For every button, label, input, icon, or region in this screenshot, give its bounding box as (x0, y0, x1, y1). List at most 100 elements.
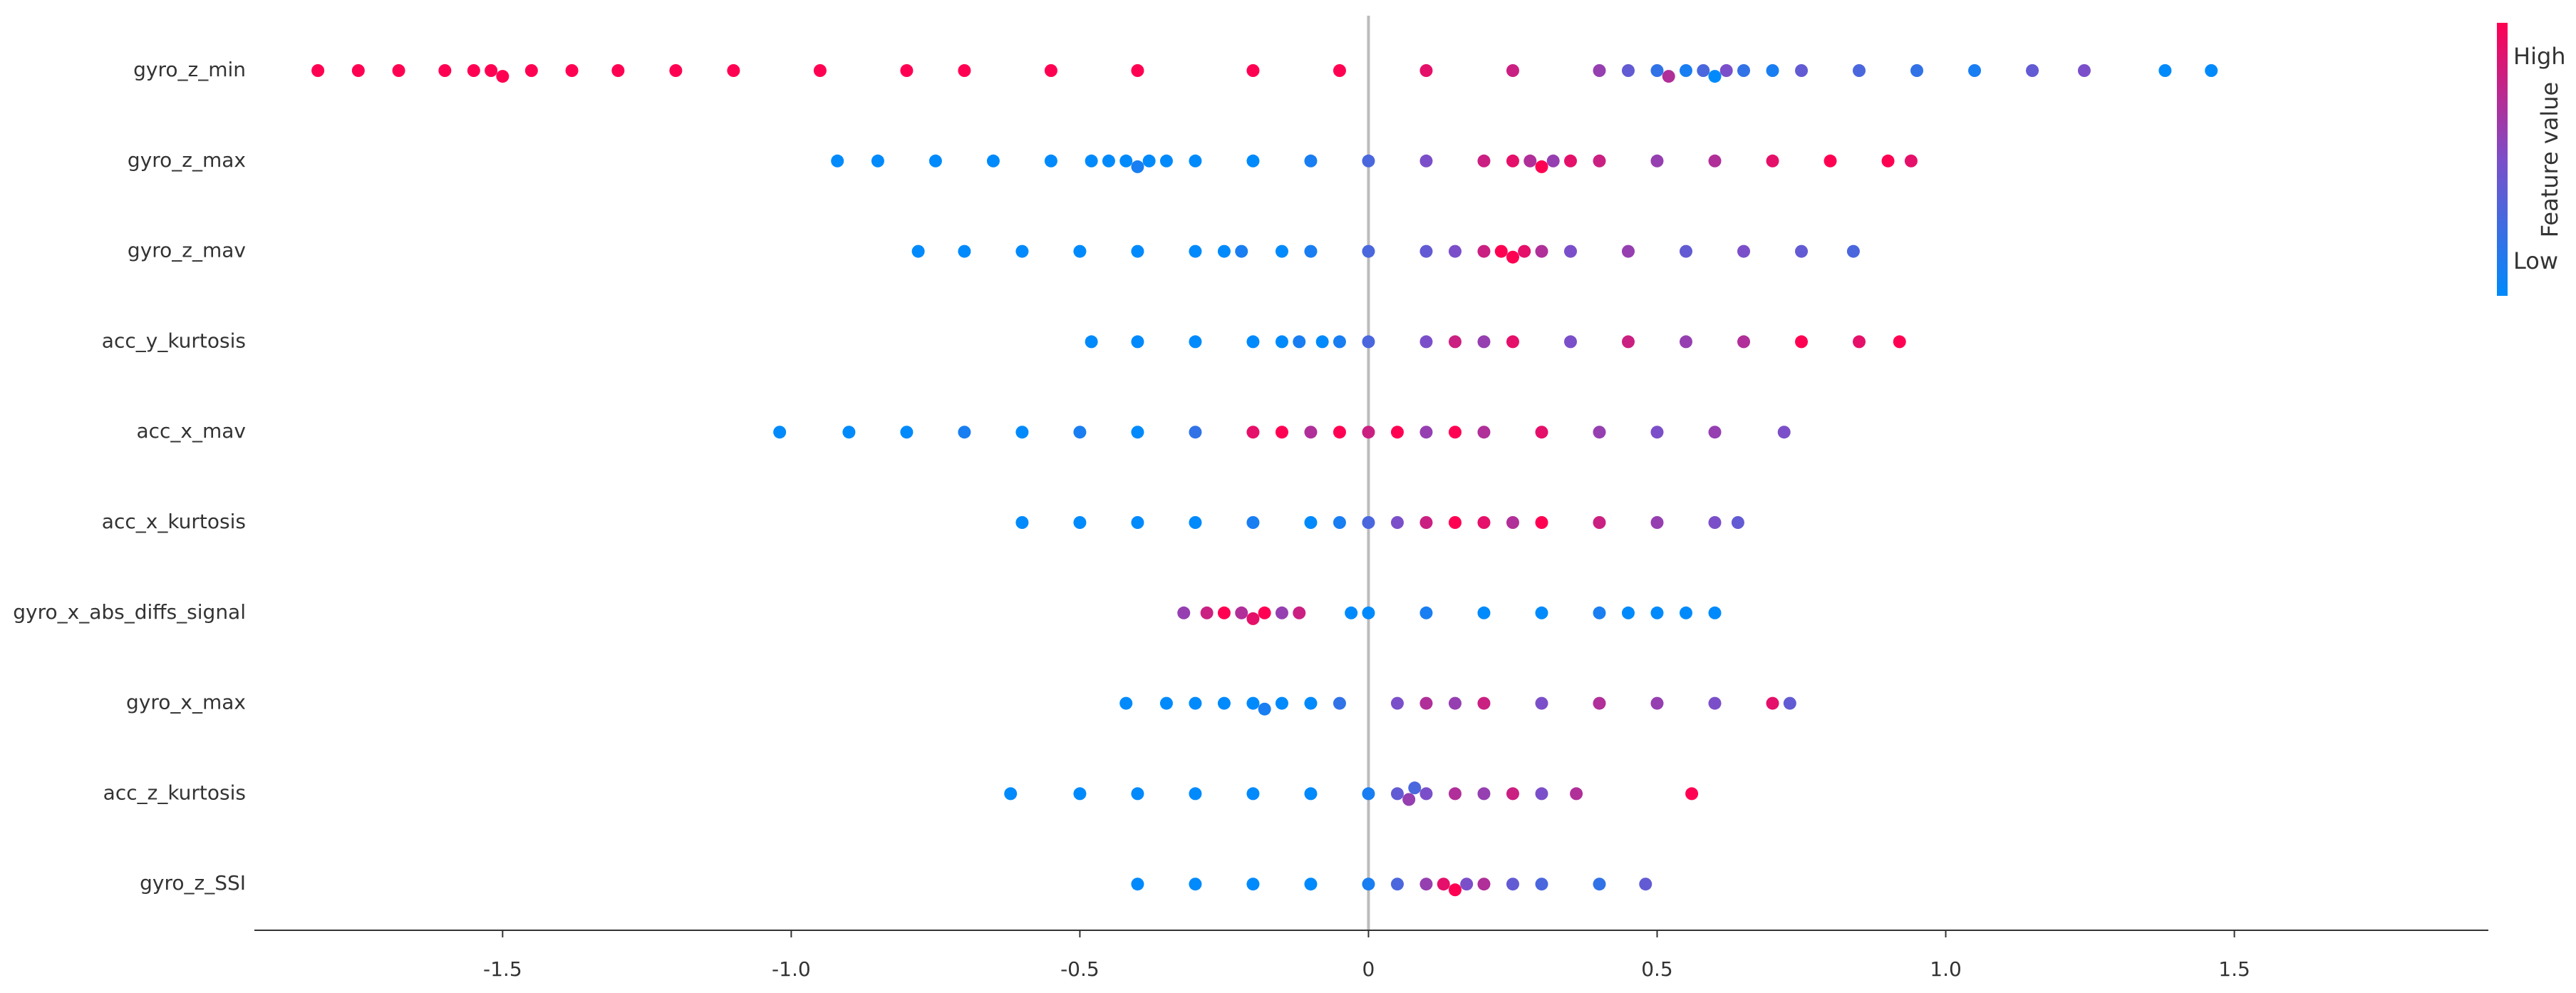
point (1246, 696, 1260, 710)
point (1795, 245, 1809, 258)
y-tick-label: acc_y_kurtosis (102, 329, 246, 352)
point (813, 64, 827, 77)
point (1015, 245, 1029, 258)
y-tick-label: gyro_z_max (128, 148, 246, 172)
point (1362, 787, 1375, 801)
point (1477, 516, 1491, 529)
point (1333, 426, 1346, 439)
point (1477, 878, 1491, 891)
point (1506, 64, 1519, 77)
point (1737, 335, 1750, 349)
point (496, 70, 509, 83)
point (1159, 154, 1173, 168)
point (1246, 612, 1260, 625)
colorbar (2497, 23, 2508, 296)
point (1246, 516, 1260, 529)
point (1189, 787, 1202, 801)
point (1477, 245, 1491, 258)
point (1293, 606, 1306, 619)
point (1563, 245, 1577, 258)
point (1563, 154, 1577, 168)
point (1563, 335, 1577, 349)
point (1650, 426, 1664, 439)
point (1460, 878, 1474, 891)
point (1015, 426, 1029, 439)
point (1304, 787, 1318, 801)
colorbar-high: High (2513, 43, 2566, 70)
point (1362, 606, 1375, 619)
point (1362, 516, 1375, 529)
point (1783, 696, 1796, 710)
point (1085, 154, 1098, 168)
point (1275, 335, 1288, 349)
point (1448, 335, 1462, 349)
point (1246, 878, 1260, 891)
point (1159, 696, 1173, 710)
point (1719, 64, 1733, 77)
point (1570, 787, 1583, 801)
point (958, 245, 971, 258)
point (1853, 64, 1866, 77)
point (1535, 606, 1548, 619)
point (1621, 245, 1635, 258)
point (1217, 606, 1231, 619)
point (1304, 516, 1318, 529)
point (1304, 878, 1318, 891)
point (1390, 516, 1404, 529)
point (1131, 787, 1144, 801)
point (900, 64, 914, 77)
point (1189, 335, 1202, 349)
point (1246, 64, 1260, 77)
point (1893, 335, 1906, 349)
point (1708, 70, 1722, 83)
point (1639, 878, 1652, 891)
x-tick-label: -1.5 (483, 957, 522, 981)
point (1795, 335, 1809, 349)
point (1189, 245, 1202, 258)
point (1593, 154, 1606, 168)
point (842, 426, 856, 439)
point (1304, 696, 1318, 710)
colorbar-label: Feature value (2536, 82, 2563, 238)
point (1419, 696, 1433, 710)
point (1189, 878, 1202, 891)
x-tick-label: -0.5 (1060, 957, 1100, 981)
point (1535, 787, 1548, 801)
point (1621, 606, 1635, 619)
point (1593, 426, 1606, 439)
point (1189, 516, 1202, 529)
point (1119, 696, 1133, 710)
point (1131, 426, 1144, 439)
point (1004, 787, 1018, 801)
point (1189, 696, 1202, 710)
point (1477, 154, 1491, 168)
point (2205, 64, 2218, 77)
point (311, 64, 325, 77)
point (1506, 154, 1519, 168)
point (1766, 64, 1779, 77)
point (1073, 787, 1087, 801)
point (1304, 154, 1318, 168)
point (1437, 878, 1450, 891)
point (1402, 793, 1416, 806)
point (1535, 696, 1548, 710)
point (1506, 787, 1519, 801)
point (1708, 606, 1722, 619)
point (831, 154, 844, 168)
point (1119, 154, 1133, 168)
point (1333, 335, 1346, 349)
point (1293, 335, 1306, 349)
point (1766, 154, 1779, 168)
point (1477, 426, 1491, 439)
point (1708, 516, 1722, 529)
point (1535, 426, 1548, 439)
point (1419, 878, 1433, 891)
point (1246, 426, 1260, 439)
point (1593, 696, 1606, 710)
point (1448, 516, 1462, 529)
point (1621, 64, 1635, 77)
point (1304, 245, 1318, 258)
point (1448, 696, 1462, 710)
point (911, 245, 925, 258)
